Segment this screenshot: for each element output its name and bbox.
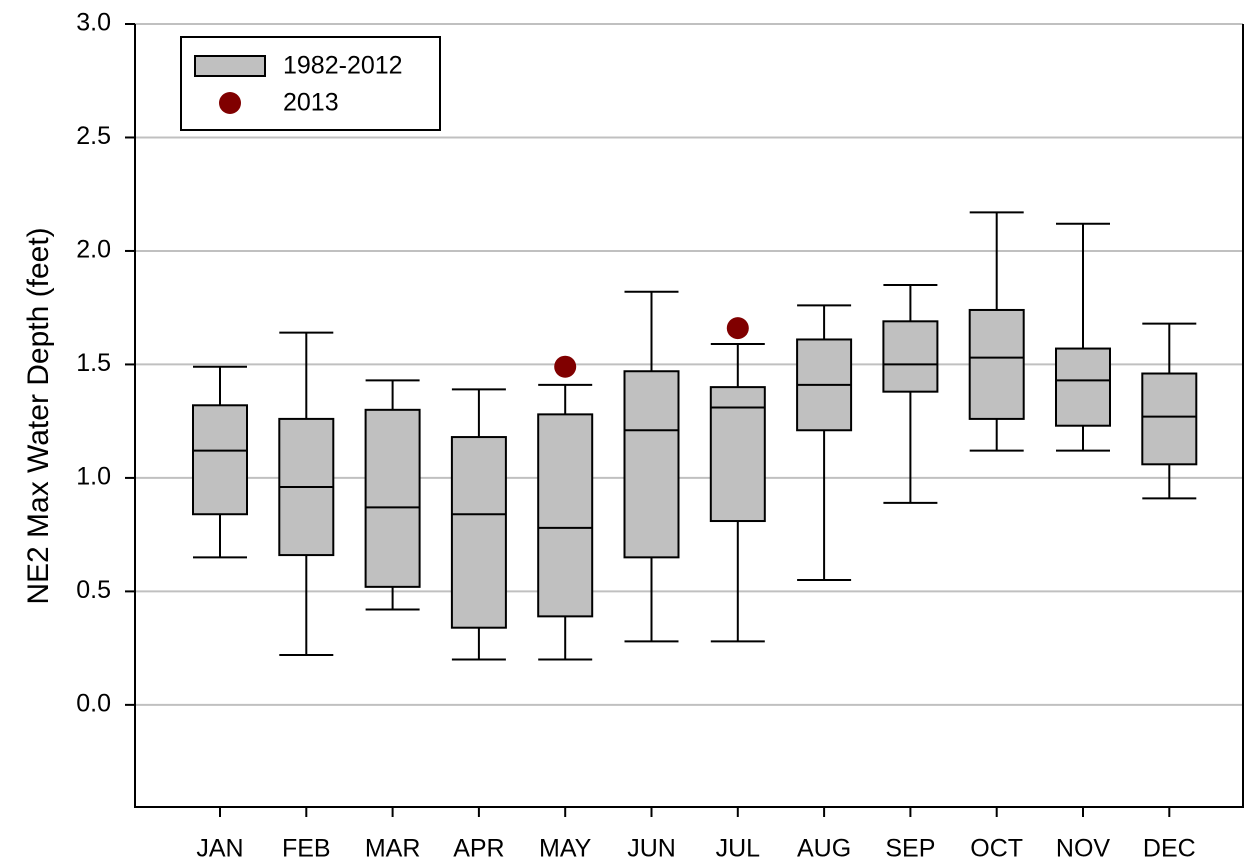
legend-marker: [219, 92, 241, 114]
x-tick-label: FEB: [282, 835, 331, 863]
y-tick-label: 1.5: [76, 349, 111, 377]
x-tick-label: OCT: [970, 835, 1023, 863]
x-tick-label: JUL: [716, 835, 761, 863]
legend-frame: [180, 36, 441, 131]
box: [968, 308, 1025, 420]
y-tick-label: 2.0: [76, 236, 111, 264]
box: [882, 320, 939, 393]
x-tick-label: DEC: [1143, 835, 1196, 863]
y-tick-label: 0.5: [76, 576, 111, 604]
x-tick-label: JAN: [196, 835, 243, 863]
legend-label: 1982-2012: [283, 52, 403, 80]
box: [364, 408, 421, 588]
x-tick-label: SEP: [885, 835, 935, 863]
box: [1141, 372, 1198, 466]
box: [537, 413, 594, 618]
box: [450, 436, 507, 629]
y-tick-label: 3.0: [76, 9, 111, 37]
x-tick-label: NOV: [1056, 835, 1111, 863]
box: [709, 386, 766, 523]
point-2013: [726, 317, 749, 340]
legend-label: 2013: [283, 89, 339, 117]
x-tick-label: MAY: [539, 835, 592, 863]
y-axis-label: NE2 Max Water Depth (feet): [22, 227, 55, 604]
point-2013: [554, 355, 577, 378]
legend-swatch: [194, 55, 266, 77]
y-tick-label: 0.0: [76, 689, 111, 717]
box: [192, 404, 248, 516]
axis-frame: [134, 24, 1244, 808]
box: [1055, 347, 1111, 427]
x-tick-label: AUG: [797, 835, 851, 863]
x-tick-label: APR: [453, 835, 504, 863]
box: [623, 370, 680, 559]
x-tick-label: JUN: [627, 835, 676, 863]
y-tick-label: 2.5: [76, 122, 111, 150]
x-tick-label: MAR: [365, 835, 421, 863]
y-tick-label: 1.0: [76, 463, 111, 491]
